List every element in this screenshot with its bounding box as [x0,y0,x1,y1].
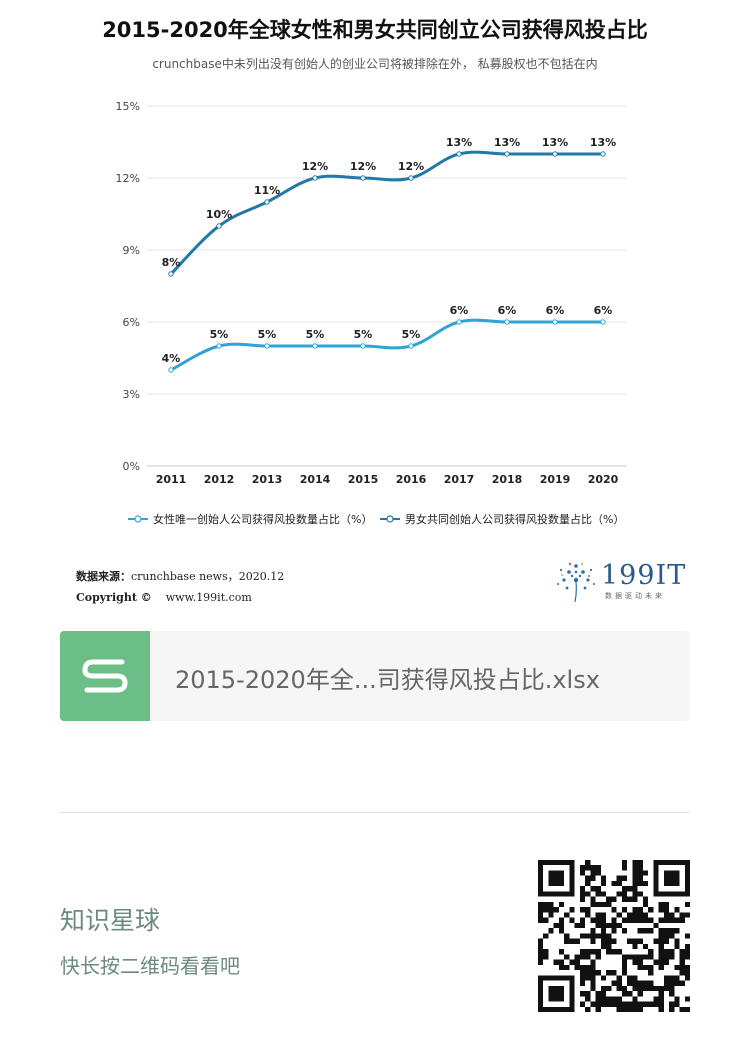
data-point [504,319,510,325]
x-tick-label: 2016 [396,473,427,486]
data-point [264,199,270,205]
copyright-label: Copyright © [76,591,152,604]
attachment-file-card[interactable]: 2015-2020年全...司获得风投占比.xlsx [60,631,690,721]
series-lines: 4% 5% 5% 5% 5% 5% 6% 6% 6% 6% 8% 10% 11% 12% 12% 12% 13%… [162,136,616,373]
data-point [600,319,606,325]
x-tick-label: 2013 [252,473,283,486]
data-label: 11% [254,184,280,197]
data-label: 5% [354,328,373,341]
data-point [408,175,414,181]
x-tick-label: 2017 [444,473,475,486]
legend-label: 男女共同创始人公司获得风投数量占比（%） [405,512,624,526]
data-label: 12% [350,160,376,173]
data-label: 13% [494,136,520,149]
x-tick-label: 2014 [300,473,331,486]
dandelion-logo-icon [557,562,595,602]
x-tick-label: 2018 [492,473,523,486]
source-label: 数据来源： [76,570,131,583]
file-name: 2015-2020年全...司获得风投占比.xlsx [175,666,600,694]
footer-title: 知识星球 [60,906,161,935]
y-tick-label: 15% [116,100,140,113]
data-point [168,367,174,373]
x-tick-label: 2011 [156,473,187,486]
data-point [312,175,318,181]
data-point [456,151,462,157]
data-point [360,343,366,349]
series-line [170,318,603,372]
y-tick-label: 12% [116,172,140,185]
y-tick-label: 3% [123,388,140,401]
data-label: 13% [590,136,616,149]
y-axis-ticks: 0% 3% 6% 9% 12% 15% [116,100,140,473]
data-point [168,271,174,277]
x-tick-label: 2019 [540,473,571,486]
data-point [552,151,558,157]
data-label: 6% [450,304,469,317]
logo-tagline: 数据驱动未来 [605,592,665,600]
x-tick-label: 2015 [348,473,379,486]
spreadsheet-s-icon [60,631,150,721]
brand-logo: 199IT 数据驱动未来 [553,560,687,602]
grid-lines [147,105,627,467]
legend-marker [386,515,394,523]
data-label: 12% [302,160,328,173]
data-label: 5% [258,328,277,341]
data-point [504,151,510,157]
data-label: 13% [446,136,472,149]
x-tick-label: 2020 [588,473,619,486]
data-label: 13% [542,136,568,149]
data-point [408,343,414,349]
data-label: 6% [594,304,613,317]
y-tick-label: 9% [123,244,140,257]
legend-label: 女性唯一创始人公司获得风投数量占比（%） [153,512,372,526]
data-point [600,151,606,157]
series-line [169,150,603,276]
divider [60,812,690,813]
y-tick-label: 0% [123,460,140,473]
data-label: 6% [546,304,565,317]
source-note: 数据来源：crunchbase news，2020.12 Copyright ©… [76,566,284,608]
data-label: 5% [306,328,325,341]
data-label: 5% [210,328,229,341]
logo-text: 199IT [601,560,687,591]
data-point [456,319,462,325]
data-label: 8% [162,256,181,269]
legend-marker [134,515,142,523]
y-tick-label: 6% [123,316,140,329]
data-label: 10% [206,208,232,221]
data-point [264,343,270,349]
copyright-url: www.199it.com [165,591,252,604]
line-chart: 0%3%6%9%12%15% 2011 2012 2013 2014 2015 2016 2… [116,100,627,526]
chart-title: 2015-2020年全球女性和男女共同创立公司获得风投占比 [102,18,648,42]
data-point [312,343,318,349]
legend: 女性唯一创始人公司获得风投数量占比（%） 男女共同创始人公司获得风投数量占比（%） [128,512,624,526]
data-point [216,223,222,229]
data-label: 4% [162,352,181,365]
data-point [552,319,558,325]
footer-subtitle: 快长按二维码看看吧 [60,954,240,978]
chart-subtitle: crunchbase中未列出没有创始人的创业公司将被排除在外， 私募股权也不包括… [152,57,598,71]
data-label: 12% [398,160,424,173]
data-label: 5% [402,328,421,341]
qr-code-icon[interactable] [538,860,690,1012]
x-tick-label: 2012 [204,473,235,486]
data-point [360,175,366,181]
data-point [216,343,222,349]
source-text: crunchbase news，2020.12 [131,570,285,583]
data-label: 6% [498,304,517,317]
x-axis-ticks: 2011 2012 2013 2014 2015 2016 2017 2018 2019 2020 [156,473,619,486]
